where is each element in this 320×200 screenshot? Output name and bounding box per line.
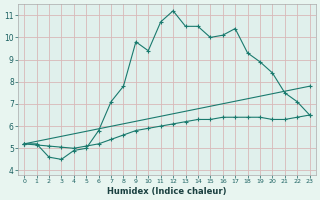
X-axis label: Humidex (Indice chaleur): Humidex (Indice chaleur) [107, 187, 227, 196]
